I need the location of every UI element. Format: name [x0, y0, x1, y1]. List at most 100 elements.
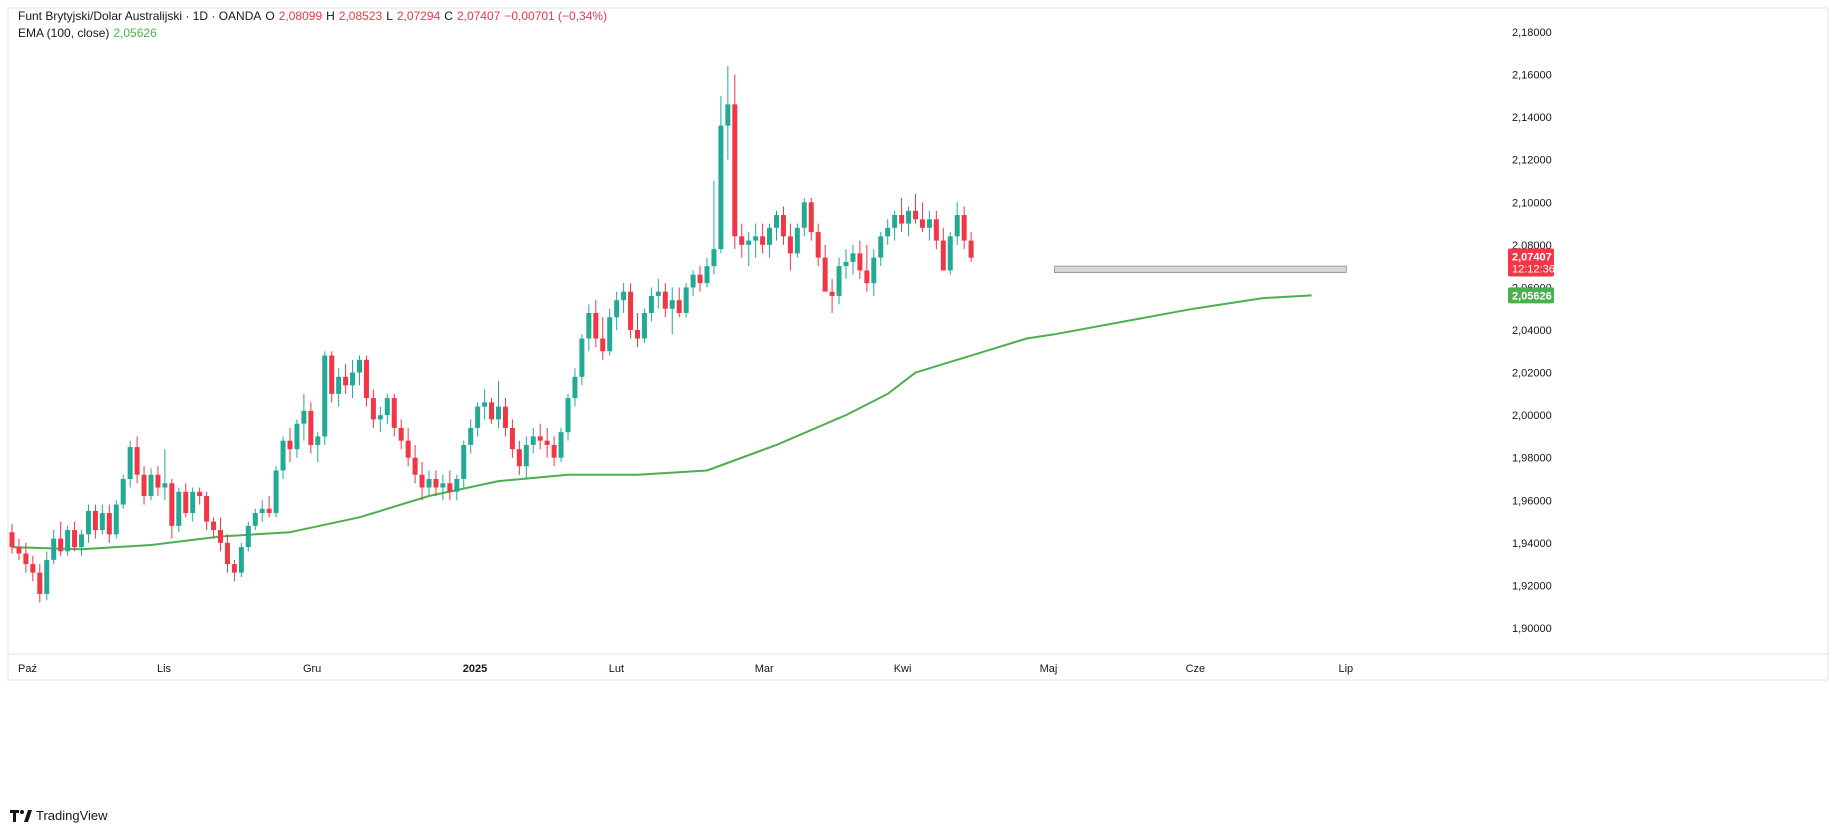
- candle: [892, 210, 898, 241]
- candle: [635, 312, 640, 348]
- candle: [885, 219, 891, 245]
- candle: [676, 287, 682, 318]
- candle-body: [120, 479, 126, 505]
- candle: [558, 427, 564, 462]
- chart-frame: [7, 7, 1829, 681]
- candle: [391, 393, 397, 437]
- candle-body: [350, 372, 356, 386]
- ema-indicator-label[interactable]: EMA (100, close): [18, 26, 110, 40]
- candle: [176, 487, 182, 533]
- candle: [607, 308, 613, 356]
- ema-line: [11, 294, 1312, 551]
- candle: [801, 198, 807, 237]
- candle: [572, 368, 578, 407]
- candle: [593, 300, 599, 348]
- candle: [350, 359, 356, 399]
- candle: [746, 232, 752, 267]
- candle: [30, 555, 36, 582]
- candle: [155, 466, 161, 497]
- candle: [530, 427, 536, 454]
- support-zone-layer: [1054, 265, 1347, 274]
- candle-body: [301, 410, 307, 424]
- candle: [968, 232, 974, 262]
- candle: [343, 364, 349, 394]
- candle-body: [9, 532, 15, 548]
- candle: [475, 402, 481, 437]
- open-value: 2,08099: [278, 9, 323, 23]
- candle: [44, 551, 50, 601]
- candle: [9, 523, 15, 554]
- candle: [99, 504, 105, 535]
- ema-layer: [11, 294, 1312, 551]
- candle: [72, 521, 78, 552]
- candle: [913, 193, 918, 224]
- candle-body: [697, 274, 703, 284]
- candle-body: [551, 444, 557, 458]
- candle-body: [496, 406, 501, 420]
- candle: [544, 427, 550, 458]
- candle-body: [391, 398, 397, 428]
- time-tick-label: Cze: [1186, 663, 1206, 675]
- candle: [808, 198, 814, 241]
- candle: [690, 270, 696, 296]
- candle: [919, 202, 925, 233]
- candle: [273, 466, 279, 518]
- time-axis[interactable]: Paź Lis Gru 2025 Lut Mar Kwi Maj Cze Lip: [18, 663, 1353, 675]
- candle-body: [65, 530, 71, 552]
- candle-body: [294, 423, 300, 450]
- candle-body: [58, 538, 64, 552]
- candle-body: [85, 510, 91, 535]
- candle-body: [169, 483, 175, 526]
- time-tick-label: Kwi: [894, 663, 912, 675]
- candle-body: [669, 300, 675, 309]
- candle: [357, 355, 362, 386]
- candle-body: [621, 291, 627, 301]
- candle-body: [725, 104, 731, 126]
- candle-body: [454, 479, 460, 492]
- candle: [815, 223, 821, 267]
- candle-body: [530, 436, 536, 445]
- candle: [113, 500, 119, 539]
- price-tick-label: 1,92000: [1512, 580, 1552, 592]
- candle-body: [683, 287, 689, 313]
- candle-body: [357, 359, 362, 373]
- candle-body: [204, 496, 210, 522]
- candle: [405, 427, 411, 467]
- candle-body: [273, 470, 279, 514]
- ema-indicator-value: 2,05626: [113, 26, 157, 40]
- candle-body: [774, 215, 779, 228]
- candle: [947, 232, 953, 275]
- candle-body: [822, 257, 828, 292]
- candle-body: [523, 444, 529, 467]
- candle: [58, 521, 64, 556]
- candle: [502, 398, 508, 437]
- candle-body: [106, 513, 112, 535]
- candle-body: [79, 534, 84, 548]
- candle: [252, 508, 258, 531]
- price-tick-label: 2,00000: [1512, 410, 1552, 422]
- candle-body: [475, 406, 481, 428]
- symbol-label[interactable]: Funt Brytyjski/Dolar Australijski · 1D ·…: [18, 9, 262, 23]
- support-zone-rect: [1054, 265, 1347, 274]
- price-tick-label: 2,10000: [1512, 197, 1552, 209]
- candle: [926, 210, 932, 241]
- candle: [822, 244, 828, 292]
- price-axis[interactable]: 2,180002,160002,140002,120002,100002,080…: [1512, 27, 1552, 635]
- tradingview-footer[interactable]: TradingView: [10, 808, 108, 823]
- candle: [127, 440, 133, 488]
- candle-body: [892, 215, 898, 228]
- candle-body: [815, 232, 821, 258]
- candles: [9, 66, 974, 603]
- candle: [662, 283, 668, 318]
- candle: [641, 308, 647, 343]
- candle: [301, 393, 307, 441]
- price-tick-label: 1,90000: [1512, 623, 1552, 635]
- candle: [197, 487, 203, 505]
- candle-body: [836, 266, 842, 296]
- candle-body: [468, 427, 474, 445]
- low-label: L: [386, 9, 393, 23]
- candle-body: [308, 410, 314, 445]
- candle-body: [704, 266, 710, 284]
- candle: [864, 244, 870, 292]
